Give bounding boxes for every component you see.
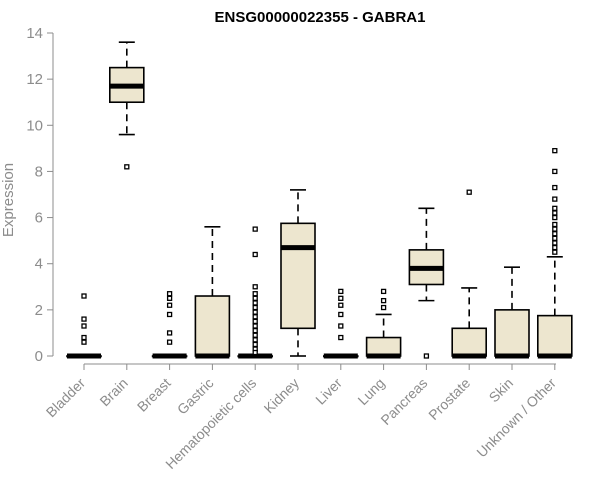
outlier-point <box>166 339 173 345</box>
outlier-point <box>252 337 258 343</box>
outlier-point <box>338 323 344 329</box>
outlier-point <box>552 244 558 251</box>
box-body <box>536 314 573 357</box>
outlier-point <box>552 214 558 221</box>
outlier-point <box>552 240 558 246</box>
outlier-point <box>552 184 558 191</box>
outlier-point <box>380 288 387 295</box>
outlier-point <box>552 196 558 202</box>
outlier-point <box>466 189 472 195</box>
x-tick-label: Skin <box>486 375 517 406</box>
outlier-point <box>252 349 258 356</box>
box-prostate <box>451 189 488 359</box>
y-tick-label: 4 <box>35 256 43 273</box>
outlier-point <box>166 311 173 318</box>
outlier-point <box>338 302 344 308</box>
outlier-point <box>81 323 87 329</box>
box-gastric <box>194 226 231 359</box>
y-axis-label: Expression <box>0 163 17 237</box>
x-tick-label: Bladder <box>43 375 89 421</box>
outlier-point <box>166 330 173 336</box>
chart-title: ENSG00000022355 - GABRA1 <box>215 9 426 26</box>
box-skin <box>494 266 530 359</box>
x-tick-label: Liver <box>312 375 345 408</box>
outlier-point <box>252 291 258 297</box>
outlier-point <box>252 341 258 348</box>
outlier-point <box>552 148 558 154</box>
y-tick-label: 14 <box>26 25 43 42</box>
box-hematopoietic-cells <box>237 226 273 359</box>
outlier-point <box>552 249 558 255</box>
box-pancreas <box>408 207 445 359</box>
box-unknown-other <box>536 148 573 359</box>
outlier-point <box>552 205 558 211</box>
x-tick-label: Kidney <box>261 375 303 417</box>
y-tick-label: 8 <box>35 163 43 180</box>
outlier-point <box>338 288 344 295</box>
outlier-point <box>552 235 558 241</box>
outlier-point <box>81 293 87 299</box>
box-breast <box>151 291 188 359</box>
box-series <box>66 41 573 359</box>
box-body <box>194 295 231 357</box>
y-axis-ticks: 0 2 4 6 8 10 12 14 <box>26 25 53 365</box>
outlier-point <box>552 210 558 216</box>
outlier-point <box>252 251 258 258</box>
outlier-point <box>252 332 258 338</box>
y-tick-label: 10 <box>26 117 43 134</box>
outlier-point <box>252 226 258 232</box>
outlier-point <box>338 334 344 341</box>
x-tick-label: Brain <box>96 375 130 409</box>
outlier-point <box>552 226 558 232</box>
x-tick-label: Lung <box>354 375 387 408</box>
outlier-point <box>252 327 258 334</box>
y-tick-label: 2 <box>35 302 43 319</box>
y-tick-label: 12 <box>26 71 43 88</box>
box-bladder <box>66 293 102 359</box>
y-tick-label: 0 <box>35 348 43 365</box>
outlier-point <box>252 284 258 290</box>
outlier-point <box>252 314 258 320</box>
outlier-point <box>81 334 87 341</box>
x-tick-label: Pancreas <box>377 375 430 428</box>
box-body <box>451 327 488 357</box>
box-body <box>494 309 530 357</box>
outlier-point <box>252 323 258 329</box>
x-tick-label: Gastric <box>174 375 217 418</box>
outlier-point <box>166 291 173 297</box>
outlier-point <box>252 300 258 306</box>
outlier-point <box>423 353 430 359</box>
outlier-point <box>81 316 87 322</box>
box-brain <box>109 41 145 170</box>
outlier-point <box>166 302 173 308</box>
outlier-point <box>338 295 344 301</box>
x-tick-label: Prostate <box>425 375 473 423</box>
outlier-point <box>166 295 173 301</box>
x-tick-label: Unknown / Other <box>473 375 559 461</box>
box-liver <box>322 288 359 359</box>
outlier-point <box>552 168 558 175</box>
box-kidney <box>280 189 316 357</box>
x-tick-label: Breast <box>134 375 174 415</box>
outlier-point <box>380 304 387 311</box>
outlier-point <box>552 231 558 237</box>
outlier-point <box>552 221 558 228</box>
outlier-point <box>252 304 258 311</box>
y-tick-label: 6 <box>35 210 43 227</box>
outlier-point <box>252 309 258 315</box>
outlier-point <box>380 297 387 304</box>
outlier-point <box>81 339 87 345</box>
box-body <box>280 222 316 330</box>
outlier-point <box>252 295 258 301</box>
outlier-point <box>252 318 258 325</box>
box-lung <box>365 288 402 359</box>
outlier-point <box>124 164 130 170</box>
outlier-point <box>338 311 344 318</box>
box-body <box>365 336 402 357</box>
